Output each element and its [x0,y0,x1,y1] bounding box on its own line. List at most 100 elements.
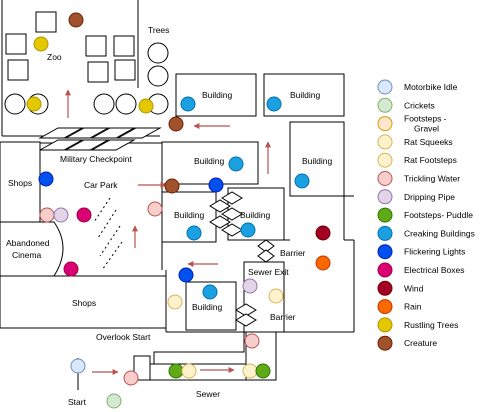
creaking-buildings-marker [202,284,218,300]
legend-label: Trickling Water [404,174,460,184]
footsteps-puddle-marker [168,363,184,379]
zoo-area: Zoo [1,0,160,137]
tree [4,93,26,115]
building-3-label: Building [194,156,225,166]
creaking-buildings-marker [180,96,196,112]
trickling-water-marker [39,207,55,223]
flickering-lights-marker [178,267,194,283]
rat-footsteps-marker [242,363,258,379]
cinema-label-line2: Cinema [12,250,42,260]
trickling-water-marker [123,370,139,386]
legend-label: Electrical Boxes [404,265,464,275]
rustling-trees-marker [138,98,154,114]
checkpoint-barrier [90,127,136,139]
rat-footsteps-marker [268,288,284,304]
military-checkpoint: Military Checkpoint [38,127,162,164]
cage [7,59,29,81]
footsteps-puddle-marker [255,363,271,379]
flickering-lights-marker [208,177,224,193]
checkpoint-barrier [116,127,162,139]
shops-left-label: Shops [8,178,32,188]
creature-marker [68,12,84,28]
legend-label: Rain [404,302,422,312]
barrier-stack-upper [209,191,243,237]
legend-label: Rat Footsteps [404,155,457,165]
overlook-start-label: Overlook Start [96,332,151,342]
electrical-boxes-marker [63,261,79,277]
sewer-exit-label: Sewer Exit [248,267,289,277]
rustling-trees-marker [26,96,42,112]
creature-marker [164,178,180,194]
building-6-label: Building [240,210,271,220]
tree [147,65,169,87]
cinema-label-line1: Abandoned [6,238,50,248]
creaking-buildings-marker [240,222,256,238]
path-arrows [65,89,271,375]
legend-swatch [377,262,393,278]
building-5-label: Building [174,210,205,220]
cage [35,11,57,33]
legend-swatch [377,116,393,132]
legend: Motorbike Idle Crickets Footsteps -Gravel R… [377,79,475,351]
legend-label: Rustling Trees [404,320,458,330]
checkpoint-barrier [90,139,136,151]
cage [113,35,135,57]
trees-label: Trees [148,25,169,35]
shops-bottom [0,275,167,329]
wind-marker [315,225,331,241]
tree [115,93,137,115]
building-2-label: Building [290,90,321,100]
checkpoint-barrier [64,127,110,139]
legend-label: Creaking Buildings [404,228,475,238]
legend-label: Rat Squeeks [404,137,453,147]
legend-label: Crickets [404,100,435,110]
legend-swatch [377,335,393,351]
dripping-pipe-marker [53,207,69,223]
tree [147,42,169,64]
legend-label: Footsteps- Puddle [404,210,473,220]
legend-swatch [377,171,393,186]
tree [93,93,115,115]
checkpoint-label: Military Checkpoint [60,154,132,164]
building-1-label: Building [202,90,233,100]
barrier-2 [235,303,257,327]
cage [87,61,109,83]
abandoned-cinema [0,221,64,277]
legend-swatch [377,152,393,168]
rustling-trees-marker [33,36,49,52]
rat-squeeks-marker [167,294,183,310]
dripping-pipe-marker [242,278,258,294]
crickets-marker [106,393,122,409]
legend-swatch [377,134,393,150]
zoo-label: Zoo [47,52,62,62]
creature-marker [168,116,184,132]
building-4-label: Building [302,156,333,166]
legend-swatch [377,97,393,113]
legend-swatch [377,299,393,315]
creaking-buildings-marker [186,225,202,241]
barrier-1-label: Barrier [280,248,306,258]
cage [85,35,107,57]
checkpoint-barrier [38,127,84,139]
creaking-buildings-marker [266,96,282,112]
legend-swatch [377,79,393,95]
sewer-label: Sewer [196,389,220,399]
car-park-bays [93,197,123,271]
legend-label: Dripping Pipe [404,192,455,202]
sewer-entrance [133,355,151,381]
trickling-water-marker [244,333,260,349]
legend-swatch [377,280,393,296]
legend-label: Wind [404,283,424,293]
cage [114,59,136,81]
legend-swatch [377,207,393,223]
shops-bottom-label: Shops [72,298,96,308]
checkpoint-barrier [64,139,110,151]
sound-markers [26,12,331,409]
motorbike-idle-marker [70,358,86,374]
checkpoint-barrier [38,139,84,151]
legend-label: Footsteps -Gravel [404,114,447,134]
start-label: Start [68,397,87,407]
legend-swatch [377,189,393,205]
legend-swatch [377,225,393,241]
